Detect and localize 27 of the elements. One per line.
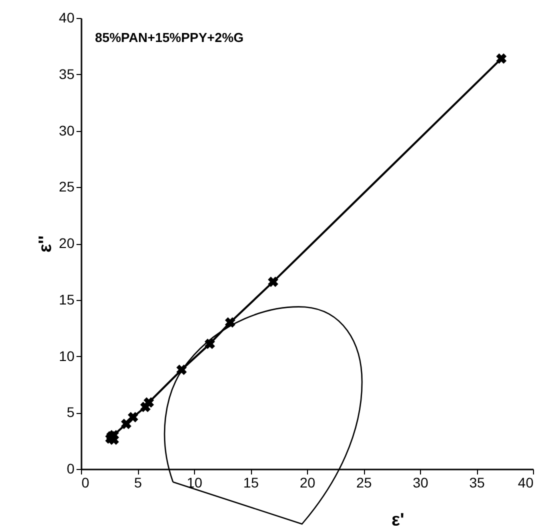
point — [128, 412, 138, 422]
y-tick-label: 35 — [58, 66, 75, 82]
x-tick-label: 20 — [300, 474, 316, 490]
y-tick-label: 40 — [58, 10, 75, 26]
annotation: 85%PAN+15%PPY+2%G — [95, 30, 244, 45]
x-tick-label: 15 — [243, 474, 259, 490]
point — [108, 430, 119, 440]
y-tick-label: 0 — [66, 460, 75, 476]
y-tick-label: 15 — [58, 291, 75, 308]
point — [144, 397, 154, 408]
x-axis-title: ε' — [392, 510, 404, 526]
y-tick-label: 5 — [66, 404, 75, 420]
y-tick-label: 25 — [58, 178, 75, 195]
y-tick-label: 20 — [58, 235, 75, 251]
x-tick-label: 5 — [134, 474, 142, 490]
point — [496, 53, 507, 64]
y-tick-label: 10 — [58, 348, 75, 364]
x-tick-label: 25 — [356, 474, 372, 490]
x-tick-label: 40 — [518, 474, 534, 490]
y-axis-title: ε'' — [34, 235, 55, 253]
point — [121, 418, 132, 430]
x-tick-label: 30 — [412, 474, 428, 490]
x-tick-label: 0 — [82, 474, 90, 490]
x-tick-label: 35 — [469, 474, 485, 490]
point — [268, 276, 278, 288]
y-tick-label: 30 — [58, 122, 75, 138]
x-tick-label: 10 — [186, 474, 202, 490]
